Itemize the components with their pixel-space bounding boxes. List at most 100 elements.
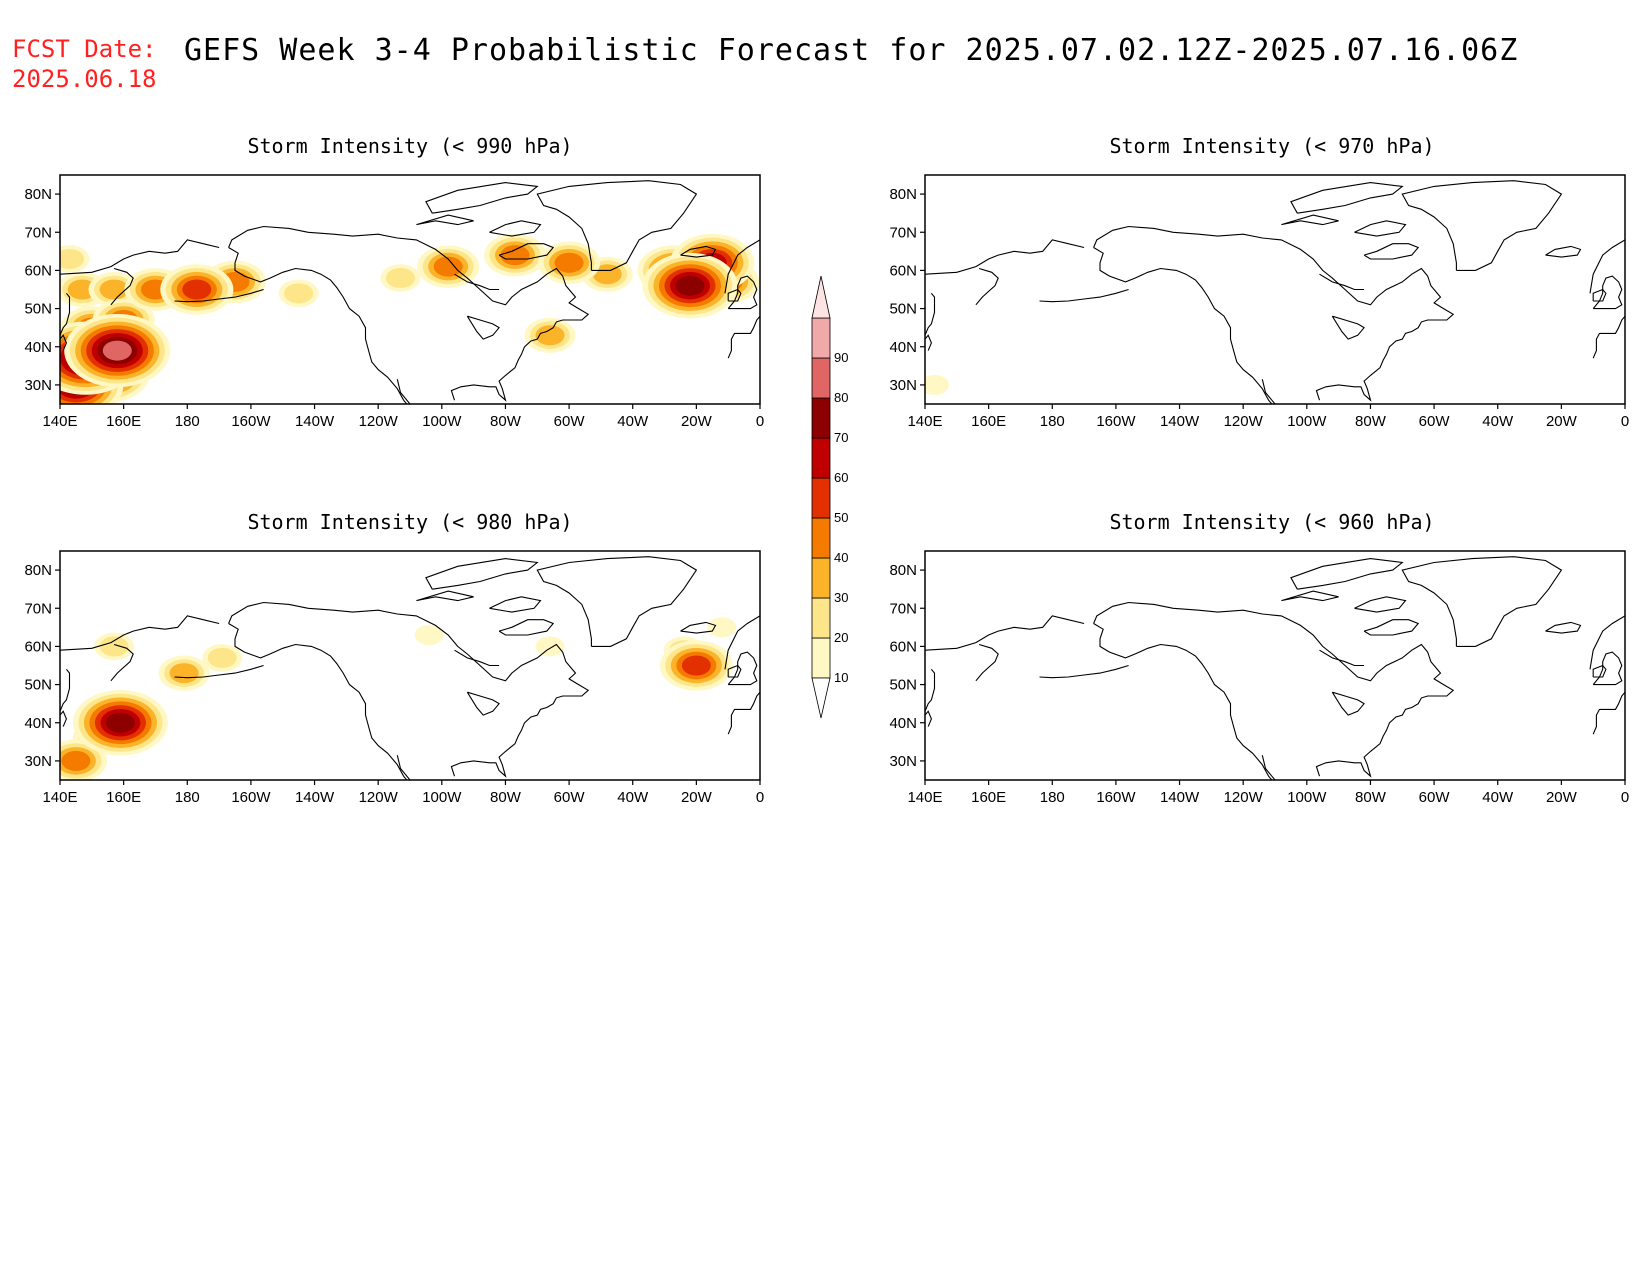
lat-tick-label: 80N xyxy=(24,562,52,579)
coastline-path xyxy=(454,649,500,667)
lon-tick-label: 140E xyxy=(42,413,77,430)
lat-tick-label: 30N xyxy=(889,377,917,394)
coastline-path xyxy=(1592,288,1607,302)
probability-blob xyxy=(500,245,530,266)
colorbar-label: 10 xyxy=(834,670,848,685)
lon-tick-label: 60W xyxy=(1419,413,1451,430)
colorbar-label: 30 xyxy=(834,590,848,605)
coastline-path xyxy=(1039,664,1129,679)
coastline-path xyxy=(1592,275,1623,310)
lat-tick-label: 60N xyxy=(24,638,52,655)
coastline-path xyxy=(727,275,758,310)
probability-blob xyxy=(414,624,444,645)
lat-tick-label: 50N xyxy=(24,301,52,318)
probability-blob xyxy=(99,636,129,657)
coastline-path xyxy=(1592,691,1625,735)
coastline xyxy=(60,556,760,780)
lon-tick-label: 140W xyxy=(1160,789,1200,806)
colorbar-segment xyxy=(811,397,831,439)
coastline-path xyxy=(489,220,542,237)
coastline-path xyxy=(1093,225,1455,402)
lon-tick-label: 20W xyxy=(681,789,713,806)
coastline-path xyxy=(60,334,67,351)
lon-tick-label: 120W xyxy=(359,789,399,806)
coastline-path xyxy=(724,239,760,294)
colorbar-segment xyxy=(811,517,831,559)
colorbar-segment xyxy=(811,317,831,359)
fcst-date-label: FCST Date: xyxy=(12,35,157,63)
coastline-path xyxy=(1589,615,1625,670)
lon-tick-label: 180 xyxy=(175,413,200,430)
coastline xyxy=(925,180,1625,404)
coastline-path xyxy=(727,288,742,302)
coastline-path xyxy=(1290,182,1404,214)
coastline-path xyxy=(925,615,1085,651)
coastline-path xyxy=(1290,558,1404,590)
coastline-path xyxy=(1592,315,1625,359)
coastline-path xyxy=(975,643,999,682)
colorbar-label: 80 xyxy=(834,390,848,405)
map-frame xyxy=(924,174,1626,405)
map-panel-p960: Storm Intensity (< 960 hPa) 140E 160E 180 16… xyxy=(889,510,1629,806)
map-panel-p970: Storm Intensity (< 970 hPa) 140E 160E 180 16… xyxy=(889,134,1629,430)
coastline-path xyxy=(425,182,539,214)
coastline-path xyxy=(727,315,760,359)
lon-tick-label: 160W xyxy=(1096,789,1136,806)
coastline-path xyxy=(1354,596,1407,613)
panel-title: Storm Intensity (< 960 hPa) xyxy=(1109,510,1434,534)
colorbar-bottom-arrow xyxy=(811,677,831,719)
lon-tick-label: 160E xyxy=(106,413,141,430)
lon-tick-label: 0 xyxy=(1621,413,1629,430)
probability-blob xyxy=(535,636,565,657)
probability-blob xyxy=(99,279,129,300)
coastline-path xyxy=(1281,590,1339,602)
coastline-path xyxy=(1261,755,1276,780)
lat-tick-label: 30N xyxy=(24,753,52,770)
lon-tick-label: 40W xyxy=(617,789,649,806)
coastline-path xyxy=(1093,247,1273,404)
coastline-path xyxy=(1331,691,1365,716)
lon-tick-label: 100W xyxy=(422,413,462,430)
lon-tick-label: 60W xyxy=(554,789,586,806)
coastline-path xyxy=(1363,619,1420,636)
lat-tick-label: 80N xyxy=(24,186,52,203)
lon-tick-label: 20W xyxy=(1546,789,1578,806)
lon-tick-label: 100W xyxy=(422,789,462,806)
coastline-path xyxy=(454,273,500,291)
coastline-path xyxy=(1261,379,1276,404)
lon-tick-label: 100W xyxy=(1287,413,1327,430)
coastline-path xyxy=(1589,239,1625,294)
map-frame xyxy=(59,174,761,405)
probability-blob xyxy=(284,283,314,304)
coastline-path xyxy=(1093,623,1273,780)
colorbar-segment xyxy=(811,357,831,399)
lon-tick-label: 60W xyxy=(554,413,586,430)
probability-shading xyxy=(60,617,737,780)
lon-tick-label: 140W xyxy=(1160,413,1200,430)
colorbar-top-arrow xyxy=(811,275,831,319)
lat-tick-label: 50N xyxy=(889,301,917,318)
colorbar: 10 20 30 40 50 60 70 80 90 xyxy=(811,275,848,719)
coastline-path xyxy=(228,247,408,404)
lat-tick-label: 40N xyxy=(24,339,52,356)
coastline-path xyxy=(416,590,474,602)
lon-tick-label: 60W xyxy=(1419,789,1451,806)
coastline-path xyxy=(1281,214,1339,226)
colorbar-segment xyxy=(811,437,831,479)
coastline-path xyxy=(1039,288,1129,303)
coastline-path xyxy=(724,615,760,670)
coastline-path xyxy=(60,710,67,727)
probability-blob xyxy=(554,252,584,273)
lat-tick-label: 70N xyxy=(889,224,917,241)
coastline-path xyxy=(228,225,590,402)
lon-tick-label: 120W xyxy=(359,413,399,430)
lat-tick-label: 40N xyxy=(889,715,917,732)
coastline-path xyxy=(466,315,500,340)
colorbar-segment xyxy=(811,637,831,679)
coastline-path xyxy=(425,558,539,590)
coastline-path xyxy=(1401,556,1563,647)
lon-tick-label: 180 xyxy=(1040,789,1065,806)
coastline-path xyxy=(536,556,698,647)
coastline-path xyxy=(925,710,932,727)
